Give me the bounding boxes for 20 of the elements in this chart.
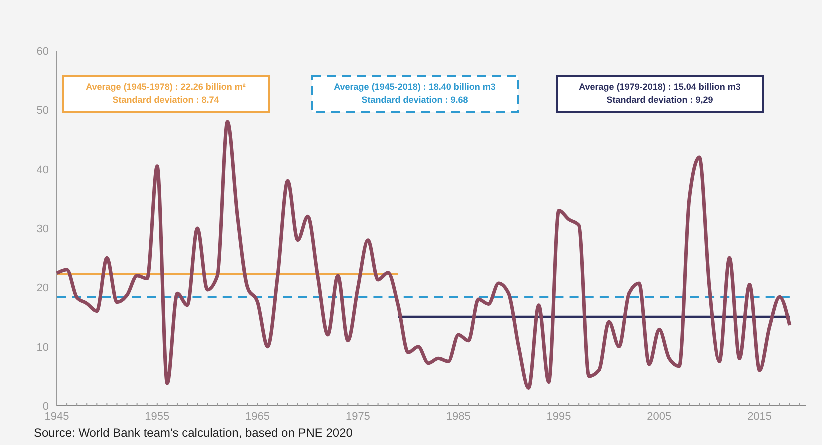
annotation: Average (1945-1978) : 22.26 billion m² Standard deviation : 8.74 xyxy=(86,82,246,105)
annotation: Average (1945-2018) : 18.40 billion m3 Standard deviation : 9.68 xyxy=(334,82,496,105)
source-note: Source: World Bank team's calculation, based on PNE 2020 xyxy=(34,426,354,440)
x-tick-label: 1975 xyxy=(346,411,370,423)
y-tick-label: 60 xyxy=(36,46,49,58)
x-tick-label: 2005 xyxy=(647,411,672,423)
y-tick-label: 20 xyxy=(36,282,49,295)
x-tick-label: 1945 xyxy=(44,411,70,423)
y-tick-label: 30 xyxy=(36,224,49,236)
y-tick-label: 50 xyxy=(36,105,49,118)
line-series xyxy=(55,120,792,390)
x-tick-label: 2015 xyxy=(748,411,772,423)
y-tick-label: 10 xyxy=(36,342,49,354)
x-tick-label: 1965 xyxy=(246,411,270,423)
x-tick-label: 1995 xyxy=(546,411,572,423)
annotation: Average (1979-2018) : 15.04 billion m3 Standard deviation : 9,29 xyxy=(579,82,741,105)
y-tick-label: 0 xyxy=(42,401,49,413)
x-tick-label: 1985 xyxy=(446,411,471,423)
x-tick-label: 1955 xyxy=(145,411,170,423)
y-tick-label: 40 xyxy=(36,164,49,176)
